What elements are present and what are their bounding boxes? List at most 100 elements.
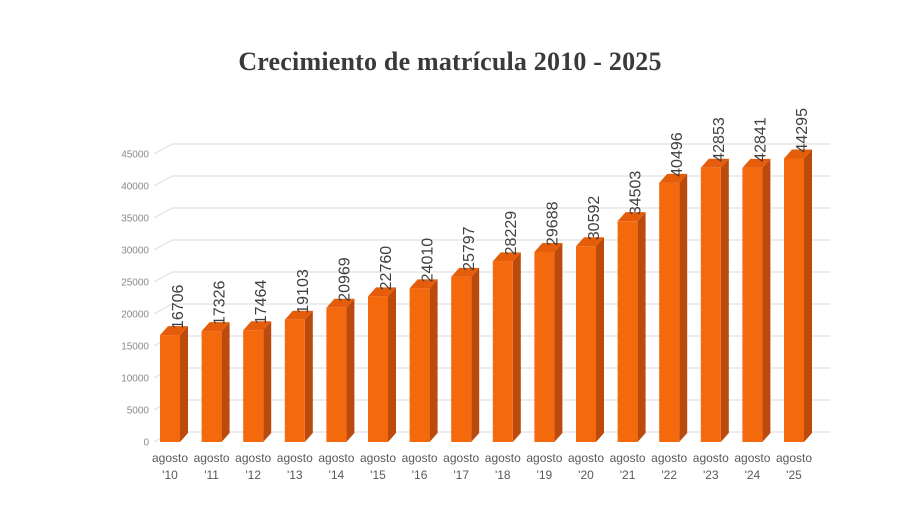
- bar-agosto-10: [160, 335, 180, 442]
- x-tick-label-month-5: agosto: [360, 451, 396, 465]
- bar-agosto-14-top: [326, 298, 355, 308]
- bar-agosto-25-top: [784, 149, 812, 159]
- bar-agosto-14-side: [346, 298, 355, 442]
- bar-agosto-23: [700, 167, 721, 443]
- bar-agosto-24-top: [742, 158, 771, 168]
- bar-agosto-17: [451, 276, 472, 442]
- x-tick-label-year-5: '15: [370, 468, 386, 482]
- x-tick-label-month-8: agosto: [485, 451, 521, 465]
- bar-value-label-42853: 42853: [711, 117, 728, 162]
- bar-agosto-23-top: [700, 158, 729, 168]
- x-tick-label-month-7: agosto: [443, 451, 479, 465]
- x-tick-label-year-0: '10: [162, 468, 178, 482]
- bar-value-label-34503: 34503: [628, 171, 645, 216]
- bar-agosto-23-side: [720, 158, 729, 443]
- bar-agosto-10-side: [180, 326, 188, 442]
- bar-value-label-20969: 20969: [336, 257, 353, 302]
- bar-agosto-20-side: [596, 237, 604, 442]
- x-tick-label-year-13: '23: [703, 468, 719, 482]
- y-tick-label-30000: 30000: [121, 246, 149, 257]
- bar-value-label-22760: 22760: [378, 246, 395, 291]
- bar-agosto-22-top: [659, 173, 688, 183]
- bar-agosto-15-top: [368, 287, 396, 297]
- bar-agosto-18-top: [492, 252, 521, 262]
- bar-agosto-15: [368, 296, 388, 442]
- y-tick-label-35000: 35000: [121, 214, 149, 225]
- x-tick-label-month-10: agosto: [568, 451, 604, 465]
- bar-agosto-12-top: [243, 321, 272, 331]
- bar-agosto-21-side: [637, 212, 646, 442]
- bar-agosto-11-side: [221, 322, 230, 442]
- bar-value-label-30592: 30592: [586, 196, 603, 241]
- x-tick-label-year-9: '19: [537, 468, 553, 482]
- bar-value-label-29688: 29688: [544, 201, 561, 246]
- bar-agosto-13-side: [304, 310, 313, 442]
- x-tick-label-month-6: agosto: [402, 451, 438, 465]
- bar-agosto-18-side: [512, 252, 521, 442]
- y-tick-label-25000: 25000: [121, 278, 149, 289]
- gridline-20000: [153, 303, 830, 315]
- bar-agosto-14: [326, 307, 347, 442]
- bar-agosto-10-top: [160, 326, 188, 336]
- bar-agosto-19: [534, 251, 555, 442]
- bar-agosto-25-side: [804, 149, 812, 442]
- x-tick-label-month-12: agosto: [651, 451, 687, 465]
- gridline-40000: [153, 175, 830, 187]
- x-tick-label-year-7: '17: [453, 468, 469, 482]
- x-tick-label-year-11: '21: [620, 468, 636, 482]
- bar-agosto-19-top: [534, 242, 563, 252]
- bar-value-label-16706: 16706: [170, 284, 187, 329]
- x-tick-label-year-4: '14: [329, 468, 345, 482]
- bar-value-label-28229: 28229: [503, 211, 520, 256]
- bar-agosto-16-top: [409, 279, 438, 289]
- x-tick-label-month-9: agosto: [526, 451, 562, 465]
- bar-value-label-19103: 19103: [295, 269, 312, 314]
- bar-agosto-25: [784, 158, 804, 442]
- bar-value-label-24010: 24010: [420, 238, 437, 283]
- bar-agosto-21: [617, 221, 638, 442]
- x-tick-label-year-3: '13: [287, 468, 303, 482]
- x-tick-label-month-2: agosto: [235, 451, 271, 465]
- x-tick-label-month-0: agosto: [152, 451, 188, 465]
- bar-agosto-20-top: [576, 237, 604, 247]
- bar-value-label-25797: 25797: [461, 226, 478, 271]
- bar-agosto-11: [201, 331, 222, 442]
- bar-agosto-13: [284, 319, 305, 442]
- y-tick-label-45000: 45000: [121, 150, 149, 161]
- bar-value-label-44295: 44295: [794, 108, 811, 153]
- bar-agosto-11-top: [201, 322, 230, 332]
- bar-agosto-20: [576, 246, 596, 442]
- y-tick-label-20000: 20000: [121, 310, 149, 321]
- x-tick-label-month-13: agosto: [693, 451, 729, 465]
- bar-agosto-15-side: [388, 287, 396, 442]
- y-tick-label-15000: 15000: [121, 342, 149, 353]
- x-tick-label-year-6: '16: [412, 468, 428, 482]
- bar-agosto-21-top: [617, 212, 646, 222]
- bar-agosto-13-top: [284, 310, 313, 320]
- bar-agosto-24-side: [762, 158, 771, 442]
- bar-value-label-42841: 42841: [752, 117, 769, 162]
- x-tick-label-year-8: '18: [495, 468, 511, 482]
- x-tick-label-year-14: '24: [745, 468, 761, 482]
- gridline-45000: [153, 143, 830, 155]
- bar-agosto-19-side: [554, 242, 563, 442]
- x-tick-label-year-10: '20: [578, 468, 594, 482]
- x-tick-label-year-1: '11: [204, 468, 219, 482]
- bar-agosto-12-side: [263, 321, 272, 442]
- x-tick-label-month-3: agosto: [277, 451, 313, 465]
- x-tick-label-month-11: agosto: [610, 451, 646, 465]
- bar-value-label-40496: 40496: [669, 132, 686, 177]
- y-tick-label-5000: 5000: [127, 406, 150, 417]
- bar-value-label-17464: 17464: [253, 280, 270, 325]
- x-tick-label-month-15: agosto: [776, 451, 812, 465]
- x-tick-label-year-2: '12: [245, 468, 261, 482]
- x-tick-label-month-14: agosto: [734, 451, 770, 465]
- y-tick-label-40000: 40000: [121, 182, 149, 193]
- bar-agosto-22-side: [679, 173, 688, 442]
- chart-title: Crecimiento de matrícula 2010 - 2025: [238, 47, 662, 76]
- x-tick-label-year-12: '22: [661, 468, 677, 482]
- bar-agosto-18: [492, 261, 513, 442]
- bar-agosto-16-side: [429, 279, 438, 442]
